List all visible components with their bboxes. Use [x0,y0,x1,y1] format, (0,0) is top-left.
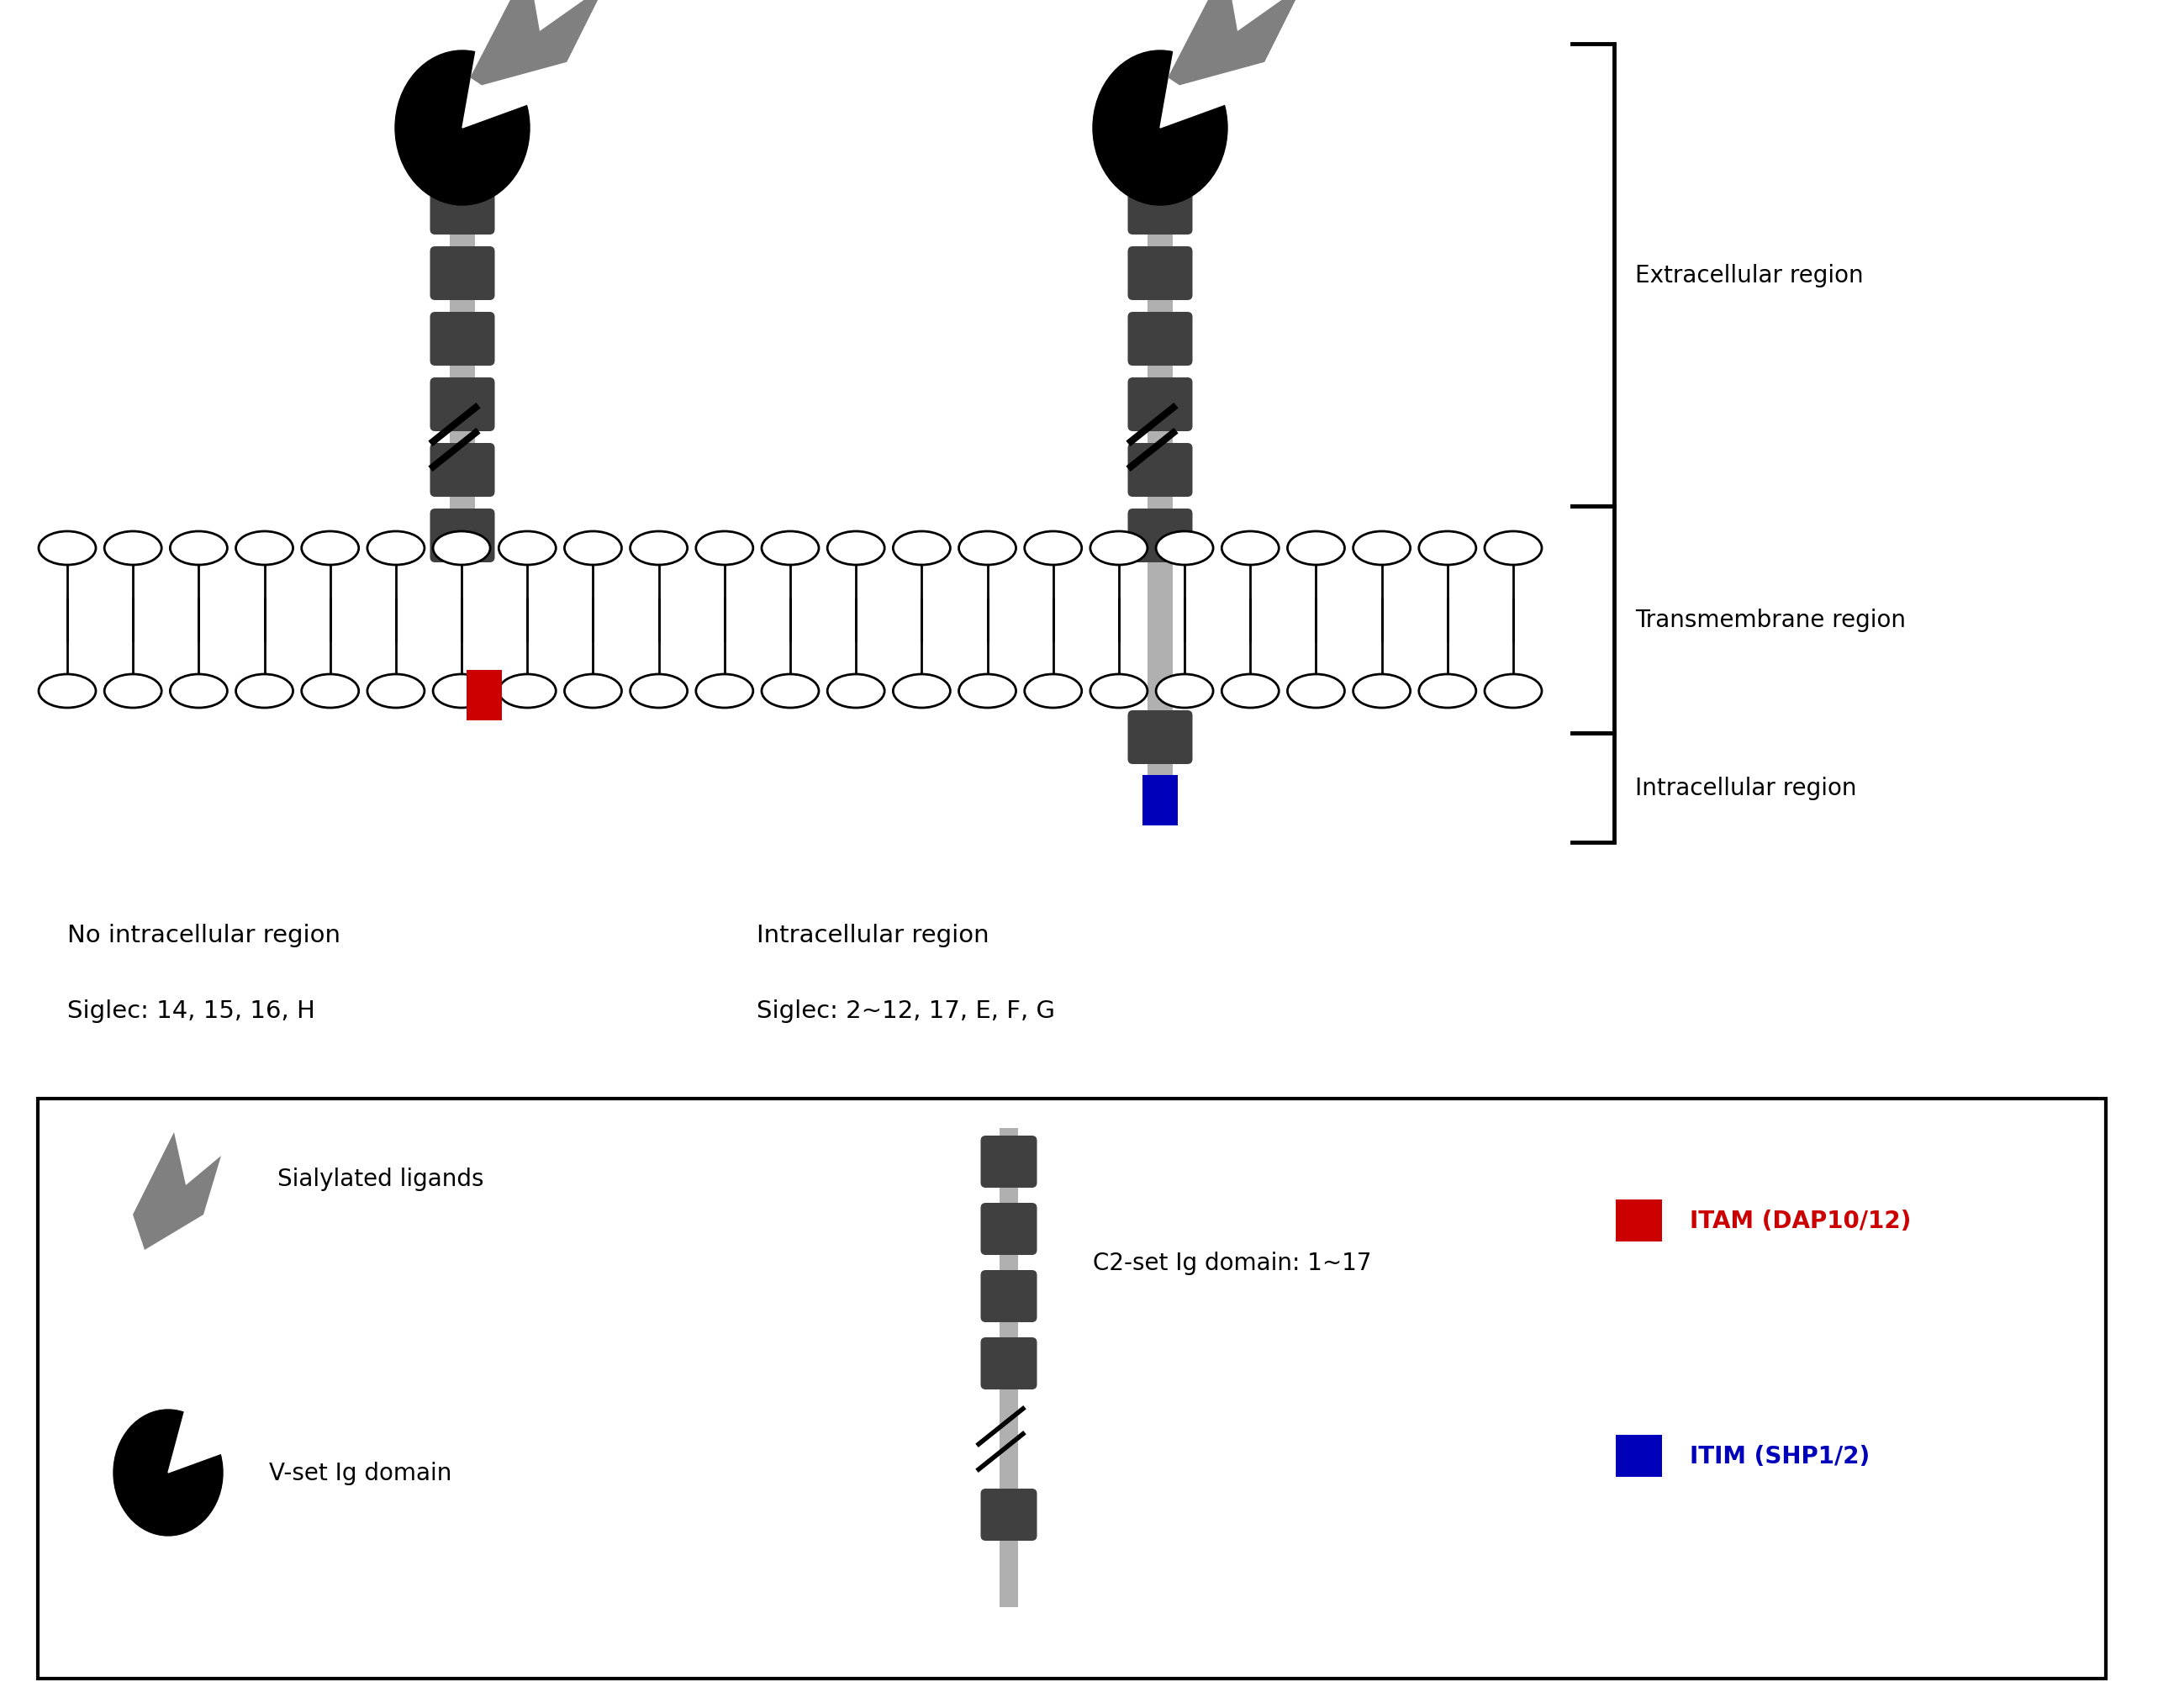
FancyBboxPatch shape [39,1098,2106,1679]
Text: Intracellular region: Intracellular region [757,924,988,946]
Ellipse shape [695,531,753,565]
Ellipse shape [39,675,95,709]
Ellipse shape [1157,675,1213,709]
FancyBboxPatch shape [980,1136,1038,1189]
Text: Extracellular region: Extracellular region [1636,263,1865,287]
Text: C2-set Ig domain: 1~17: C2-set Ig domain: 1~17 [1092,1250,1372,1274]
Text: V-set Ig domain: V-set Ig domain [270,1460,451,1484]
Text: Sialylated ligands: Sialylated ligands [278,1167,483,1190]
Polygon shape [1167,0,1303,85]
Text: Transmembrane region: Transmembrane region [1636,608,1906,632]
Ellipse shape [1485,675,1541,709]
FancyBboxPatch shape [1129,444,1193,497]
Ellipse shape [39,531,95,565]
FancyBboxPatch shape [429,248,494,301]
FancyBboxPatch shape [1129,248,1193,301]
Bar [466,671,503,721]
Text: Siglec: 2~12, 17, E, F, G: Siglec: 2~12, 17, E, F, G [757,999,1055,1023]
Ellipse shape [302,531,358,565]
Bar [1142,775,1178,827]
Ellipse shape [762,675,818,709]
FancyBboxPatch shape [429,313,494,366]
Text: ITAM (DAP10/12): ITAM (DAP10/12) [1690,1209,1912,1233]
Polygon shape [470,0,606,85]
Ellipse shape [1092,51,1228,207]
FancyBboxPatch shape [1129,313,1193,366]
Ellipse shape [827,531,885,565]
Ellipse shape [695,675,753,709]
Ellipse shape [630,675,688,709]
Ellipse shape [1157,531,1213,565]
Ellipse shape [565,531,622,565]
FancyBboxPatch shape [980,1489,1038,1541]
Bar [1616,1199,1662,1242]
Ellipse shape [235,675,293,709]
Wedge shape [168,1407,231,1472]
Ellipse shape [1221,531,1280,565]
Ellipse shape [434,675,490,709]
FancyBboxPatch shape [429,509,494,564]
Ellipse shape [367,675,425,709]
Text: Intracellular region: Intracellular region [1636,777,1856,799]
Ellipse shape [434,531,490,565]
Bar [999,1129,1019,1607]
Ellipse shape [104,531,162,565]
Ellipse shape [630,531,688,565]
Ellipse shape [1025,531,1081,565]
FancyBboxPatch shape [429,444,494,497]
FancyBboxPatch shape [1129,181,1193,236]
Ellipse shape [893,531,950,565]
Ellipse shape [104,675,162,709]
Ellipse shape [498,531,557,565]
FancyBboxPatch shape [1129,377,1193,432]
FancyBboxPatch shape [1129,509,1193,564]
Ellipse shape [395,51,529,207]
FancyBboxPatch shape [980,1271,1038,1322]
Ellipse shape [114,1409,222,1535]
FancyBboxPatch shape [1129,711,1193,765]
Ellipse shape [1090,675,1148,709]
FancyBboxPatch shape [980,1202,1038,1255]
Ellipse shape [1420,675,1476,709]
Ellipse shape [958,675,1016,709]
Ellipse shape [1288,531,1344,565]
Polygon shape [134,1132,220,1250]
Bar [1148,200,1172,827]
Ellipse shape [1025,675,1081,709]
Text: Siglec: 14, 15, 16, H: Siglec: 14, 15, 16, H [67,999,315,1023]
Ellipse shape [1485,531,1541,565]
Bar [449,200,475,528]
Ellipse shape [1420,531,1476,565]
Ellipse shape [1353,531,1411,565]
Ellipse shape [565,675,622,709]
Ellipse shape [893,675,950,709]
Ellipse shape [170,675,227,709]
Wedge shape [462,48,540,128]
Ellipse shape [1221,675,1280,709]
FancyBboxPatch shape [429,181,494,236]
Text: No intracellular region: No intracellular region [67,924,341,946]
FancyBboxPatch shape [980,1337,1038,1390]
Ellipse shape [1090,531,1148,565]
Wedge shape [1161,48,1237,128]
Ellipse shape [302,675,358,709]
Ellipse shape [498,675,557,709]
FancyBboxPatch shape [429,377,494,432]
Ellipse shape [1353,675,1411,709]
Bar [1616,1435,1662,1477]
Ellipse shape [762,531,818,565]
Ellipse shape [1288,675,1344,709]
Ellipse shape [367,531,425,565]
Ellipse shape [235,531,293,565]
Ellipse shape [827,675,885,709]
Text: ITIM (SHP1/2): ITIM (SHP1/2) [1690,1445,1869,1467]
Ellipse shape [170,531,227,565]
Ellipse shape [958,531,1016,565]
